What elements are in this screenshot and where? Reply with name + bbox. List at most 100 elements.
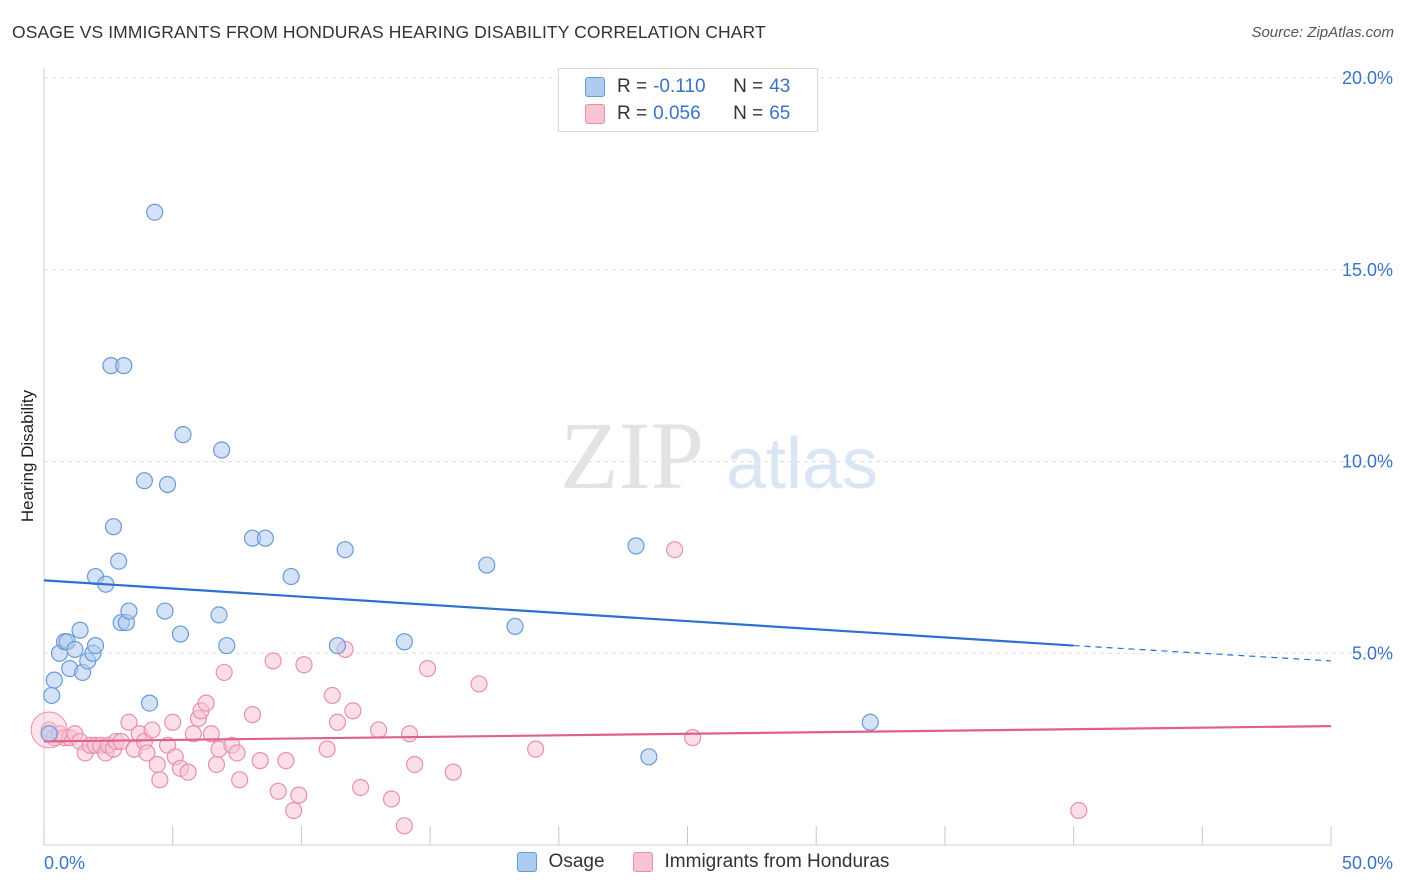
honduras-point	[328, 713, 347, 731]
osage-point	[478, 556, 496, 574]
osage-point	[282, 567, 300, 586]
y-tick-label: 10.0%	[1342, 452, 1393, 472]
watermark: ZIP atlas	[560, 402, 878, 509]
osage-point	[66, 640, 84, 659]
osage-point	[71, 621, 89, 639]
n-label: N =	[733, 76, 764, 97]
osage-point	[171, 625, 190, 643]
osage-point	[146, 203, 164, 221]
grid-lines	[44, 77, 1392, 654]
legend-label-osage: Osage	[548, 851, 605, 872]
legend-item-osage[interactable]: Osage	[516, 851, 605, 873]
r-value: 0.056	[653, 103, 701, 124]
honduras-point	[295, 656, 313, 674]
osage-point	[135, 472, 153, 490]
honduras-point	[207, 755, 226, 774]
honduras-point	[179, 763, 197, 781]
honduras-point	[318, 740, 336, 758]
source-label: Source: ZipAtlas.com	[1251, 24, 1394, 41]
honduras-point	[228, 744, 246, 762]
axes	[43, 68, 1332, 846]
osage-trend-extension	[1073, 644, 1332, 662]
osage-point	[140, 694, 159, 712]
honduras-point	[202, 725, 220, 743]
honduras-point	[277, 752, 295, 770]
y-tick-label: 5.0%	[1352, 643, 1393, 663]
honduras-point	[444, 763, 462, 781]
honduras-point	[527, 740, 545, 758]
osage-swatch	[516, 852, 537, 872]
stats-legend: R = -0.110 N = 43 R = 0.056 N = 65	[558, 68, 818, 132]
legend-row-honduras: R = 0.056 N = 65	[585, 102, 790, 126]
osage-point	[213, 441, 231, 459]
osage-point	[336, 541, 354, 559]
chart-title: OSAGE VS IMMIGRANTS FROM HONDURAS HEARIN…	[12, 22, 766, 42]
osage-point	[395, 633, 413, 651]
honduras-point	[148, 755, 166, 774]
honduras-point	[395, 817, 413, 835]
honduras-point	[290, 786, 308, 804]
honduras-point	[418, 659, 437, 678]
r-label: R =	[617, 103, 648, 124]
honduras-point	[344, 702, 362, 720]
osage-point	[104, 518, 123, 536]
y-tick-label: 20.0%	[1342, 68, 1393, 88]
honduras-point	[138, 744, 156, 762]
honduras-point	[164, 713, 182, 731]
osage-point	[640, 748, 658, 766]
legend-item-honduras[interactable]: Immigrants from Honduras	[632, 851, 890, 873]
trend-lines	[43, 579, 1332, 743]
osage-trend-line	[43, 579, 1074, 647]
legend-label-honduras: Immigrants from Honduras	[664, 851, 890, 872]
honduras-point	[243, 706, 262, 724]
x-tick-label: 50.0%	[1342, 853, 1393, 873]
n-value: 43	[769, 76, 791, 97]
honduras-point	[470, 675, 488, 693]
honduras-point	[382, 790, 401, 808]
honduras-swatch	[632, 852, 653, 872]
honduras-point	[1070, 801, 1088, 820]
honduras-point	[143, 721, 161, 739]
osage-point	[256, 529, 274, 547]
osage-point	[210, 606, 228, 624]
watermark-atlas: atlas	[726, 424, 878, 504]
watermark-zip: ZIP	[560, 402, 704, 509]
osage-point	[174, 426, 192, 444]
legend-row-osage: R = -0.110 N = 43	[585, 75, 790, 99]
honduras-point	[215, 663, 233, 682]
honduras-point	[684, 729, 702, 747]
osage-point	[861, 713, 879, 731]
osage-point	[40, 725, 58, 743]
honduras-point	[370, 721, 388, 739]
tick-labels: 5.0% 10.0% 15.0% 20.0% 0.0% 50.0%	[44, 68, 1393, 873]
honduras-swatch	[585, 104, 605, 124]
honduras-point	[269, 782, 287, 800]
osage-point	[115, 357, 133, 375]
honduras-point	[197, 694, 215, 712]
honduras-point	[231, 771, 249, 789]
honduras-point	[285, 801, 303, 820]
osage-point	[45, 671, 63, 689]
honduras-point	[666, 541, 684, 559]
r-value: -0.110	[653, 76, 706, 97]
series-honduras-points	[30, 541, 1088, 835]
y-axis-label: Hearing Disability	[18, 389, 37, 523]
y-tick-label: 15.0%	[1342, 260, 1393, 280]
honduras-point	[120, 713, 138, 731]
honduras-point	[406, 755, 424, 774]
x-tick-label: 0.0%	[44, 853, 85, 873]
osage-point	[86, 636, 105, 655]
honduras-point	[352, 778, 370, 797]
osage-point	[110, 552, 128, 570]
honduras-point	[264, 652, 282, 670]
osage-point	[506, 617, 524, 636]
series-legend: Osage Immigrants from Honduras	[0, 851, 1406, 873]
series-osage-points	[40, 203, 879, 766]
osage-swatch	[585, 77, 605, 97]
osage-point	[156, 602, 174, 620]
honduras-point	[151, 771, 169, 789]
honduras-point	[400, 725, 419, 743]
r-label: R =	[617, 76, 648, 97]
n-label: N =	[733, 103, 764, 124]
